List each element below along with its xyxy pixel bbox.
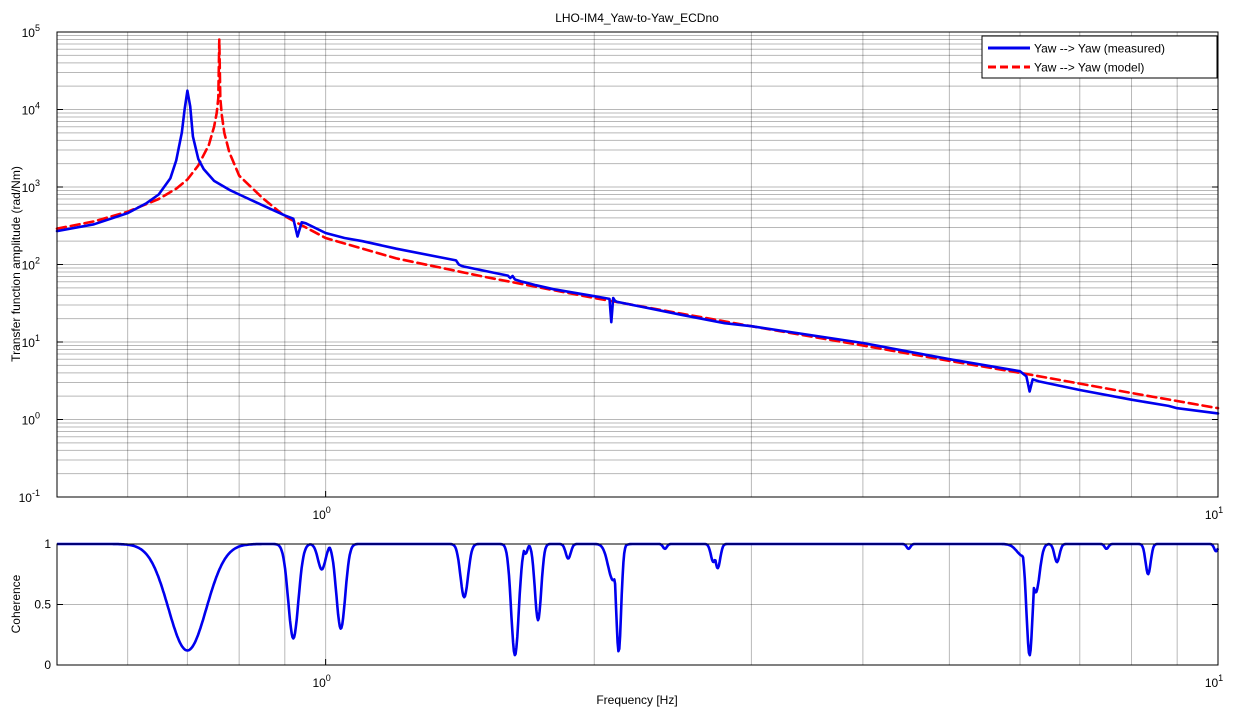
x-tick-label: 100 — [312, 505, 330, 522]
frequency-xlabel: Frequency [Hz] — [596, 693, 677, 707]
magnitude-panel: 10-1 100 101 102 103 104 105 100 101 LHO-IM4_Yaw… — [9, 11, 1223, 522]
magnitude-series — [55, 38, 1220, 415]
legend: Yaw --> Yaw (measured) Yaw --> Yaw (mode… — [981, 35, 1218, 79]
y-tick-label: 0.5 — [34, 598, 51, 612]
coherence-ylabel: Coherence — [9, 574, 23, 633]
y-tick-label: 104 — [22, 101, 40, 118]
legend-box — [981, 35, 1218, 79]
series-line-measured — [55, 89, 1220, 415]
y-tick-label: 101 — [22, 333, 40, 350]
coherence-grid — [57, 544, 1218, 665]
y-tick-label: 0 — [44, 658, 51, 672]
y-tick-label: 10-1 — [19, 488, 40, 505]
y-tick-label: 1 — [44, 537, 51, 551]
magnitude-ylabel: Transfer function amplitude (rad/Nm) — [9, 166, 23, 362]
x-tick-label: 101 — [1205, 505, 1223, 522]
magnitude-grid — [57, 32, 1218, 497]
magnitude-ticks: 10-1 100 101 102 103 104 105 100 101 — [19, 23, 1224, 522]
magnitude-axes-border — [56, 31, 1219, 498]
magnitude-axes — [56, 31, 1219, 498]
x-tick-label: 101 — [1205, 673, 1223, 690]
coherence-panel: 0 0.5 1 100 101 Coherence Frequency [Hz] — [9, 537, 1223, 707]
y-tick-label: 100 — [22, 411, 40, 428]
chart-title: LHO-IM4_Yaw-to-Yaw_ECDno — [555, 11, 719, 25]
coherence-axes-border — [56, 543, 1219, 666]
legend-label-measured: Yaw --> Yaw (measured) — [1034, 42, 1165, 56]
y-tick-label: 103 — [22, 178, 40, 195]
y-tick-label: 102 — [22, 256, 40, 273]
y-tick-label: 105 — [22, 23, 40, 40]
x-tick-label: 100 — [312, 673, 330, 690]
legend-label-model: Yaw --> Yaw (model) — [1034, 61, 1144, 75]
